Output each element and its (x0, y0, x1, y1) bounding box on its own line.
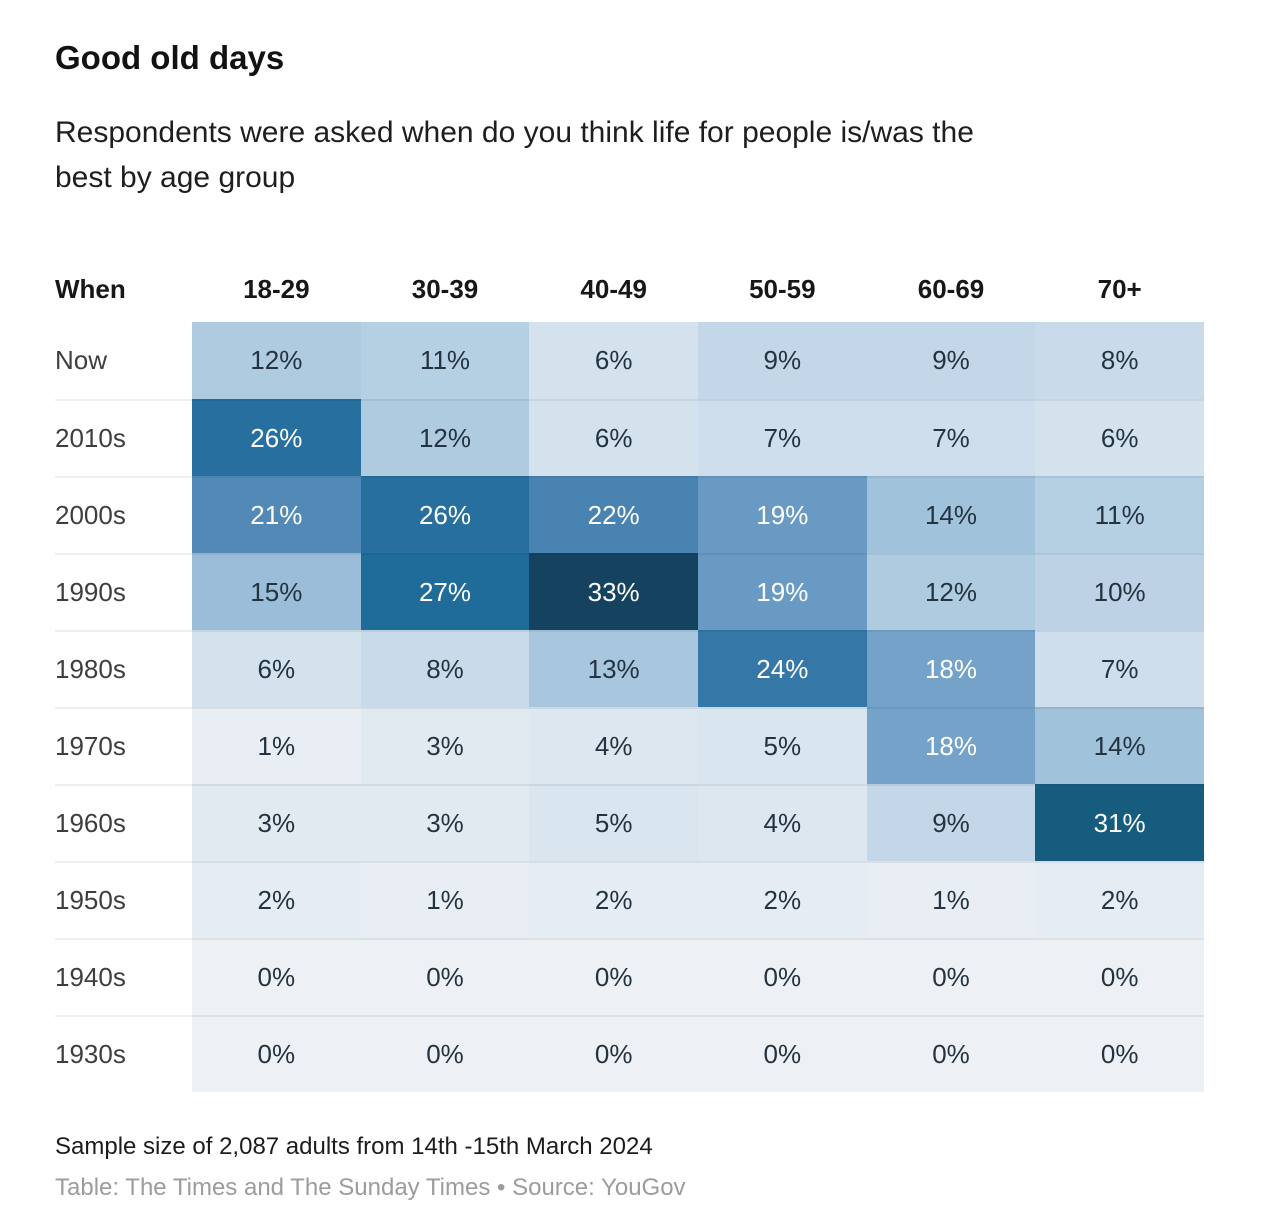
page-subtitle: Respondents were asked when do you think… (55, 110, 1204, 200)
heatmap-cell: 19% (698, 476, 867, 553)
heatmap-cell: 26% (192, 399, 361, 476)
row-label: 1960s (55, 784, 192, 861)
heatmap-cell: 9% (866, 322, 1036, 399)
heatmap-cell: 4% (698, 784, 867, 861)
heatmap-cell: 3% (360, 707, 530, 784)
heatmap-cell: 6% (529, 322, 698, 399)
heatmap-cell: 27% (360, 553, 530, 630)
heatmap-cell: 2% (529, 861, 698, 938)
row-header-label: When (55, 273, 126, 304)
subtitle-line-2: best by age group (55, 161, 296, 194)
column-header: 70+ (1097, 273, 1142, 304)
heatmap-cell: 1% (866, 861, 1036, 938)
heatmap-cell: 9% (698, 322, 867, 399)
heatmap-cell: 12% (866, 553, 1036, 630)
heatmap-cell: 0% (698, 938, 867, 1015)
heatmap-cell: 15% (192, 553, 361, 630)
column-header: 40-49 (580, 273, 647, 304)
row-label: 2000s (55, 476, 192, 553)
heatmap-cell: 6% (1035, 399, 1204, 476)
heatmap-cell: 6% (529, 399, 698, 476)
row-label: Now (55, 322, 192, 399)
heatmap-cell: 18% (866, 630, 1036, 707)
heatmap-cell: 9% (866, 784, 1036, 861)
row-label: 1930s (55, 1015, 192, 1092)
heatmap-cell: 2% (1035, 861, 1204, 938)
heatmap-cell: 19% (698, 553, 867, 630)
column-header: 18-29 (243, 273, 310, 304)
row-label: 1980s (55, 630, 192, 707)
heatmap-cell: 5% (529, 784, 698, 861)
heatmap-cell: 0% (1035, 1015, 1204, 1092)
heatmap-cell: 2% (192, 861, 361, 938)
row-label: 1950s (55, 861, 192, 938)
heatmap-cell: 31% (1035, 784, 1204, 861)
heatmap-cell: 0% (529, 938, 698, 1015)
heatmap-cell: 21% (192, 476, 361, 553)
row-label: 1940s (55, 938, 192, 1015)
heatmap-cell: 7% (1035, 630, 1204, 707)
heatmap-cell: 0% (866, 1015, 1036, 1092)
heatmap-table: When 18-29 30-39 40-49 50-59 60-69 70+ Now 12% 11… (55, 256, 1204, 1092)
heatmap-cell: 18% (866, 707, 1036, 784)
heatmap-cell: 8% (1035, 322, 1204, 399)
heatmap-cell: 11% (1035, 476, 1204, 553)
heatmap-cell: 0% (529, 1015, 698, 1092)
heatmap-cell: 26% (360, 476, 530, 553)
page-title: Good old days (55, 39, 285, 76)
subtitle-line-1: Respondents were asked when do you think… (55, 116, 974, 149)
row-label: 2010s (55, 399, 192, 476)
heatmap-cell: 3% (192, 784, 361, 861)
column-header: 50-59 (749, 273, 816, 304)
heatmap-cell: 12% (192, 322, 361, 399)
heatmap-cell: 0% (360, 938, 530, 1015)
heatmap-cell: 0% (360, 1015, 530, 1092)
heatmap-cell: 22% (529, 476, 698, 553)
heatmap-cell: 0% (192, 938, 361, 1015)
heatmap-cell: 0% (866, 938, 1036, 1015)
heatmap-cell: 11% (360, 322, 530, 399)
heatmap-cell: 2% (698, 861, 867, 938)
heatmap-cell: 3% (360, 784, 530, 861)
row-label: 1990s (55, 553, 192, 630)
heatmap-cell: 5% (698, 707, 867, 784)
source-attribution: Table: The Times and The Sunday Times • … (55, 1174, 686, 1201)
sample-size-note: Sample size of 2,087 adults from 14th -1… (55, 1133, 653, 1160)
heatmap-cell: 6% (192, 630, 361, 707)
heatmap-cell: 0% (698, 1015, 867, 1092)
column-header: 30-39 (411, 273, 479, 304)
heatmap-cell: 7% (698, 399, 867, 476)
row-label: 1970s (55, 707, 192, 784)
heatmap-cell: 4% (529, 707, 698, 784)
heatmap-cell: 33% (529, 553, 698, 630)
heatmap-cell: 10% (1035, 553, 1204, 630)
heatmap-cell: 0% (1035, 938, 1204, 1015)
heatmap-cell: 8% (360, 630, 530, 707)
heatmap-cell: 13% (529, 630, 698, 707)
heatmap-cell: 7% (866, 399, 1036, 476)
column-header: 60-69 (917, 273, 985, 304)
heatmap-cell: 12% (360, 399, 530, 476)
heatmap-cell: 1% (360, 861, 530, 938)
heatmap-cell: 0% (192, 1015, 361, 1092)
heatmap-cell: 14% (1035, 707, 1204, 784)
heatmap-cell: 24% (698, 630, 867, 707)
heatmap-cell: 14% (866, 476, 1036, 553)
heatmap-cell: 1% (192, 707, 361, 784)
